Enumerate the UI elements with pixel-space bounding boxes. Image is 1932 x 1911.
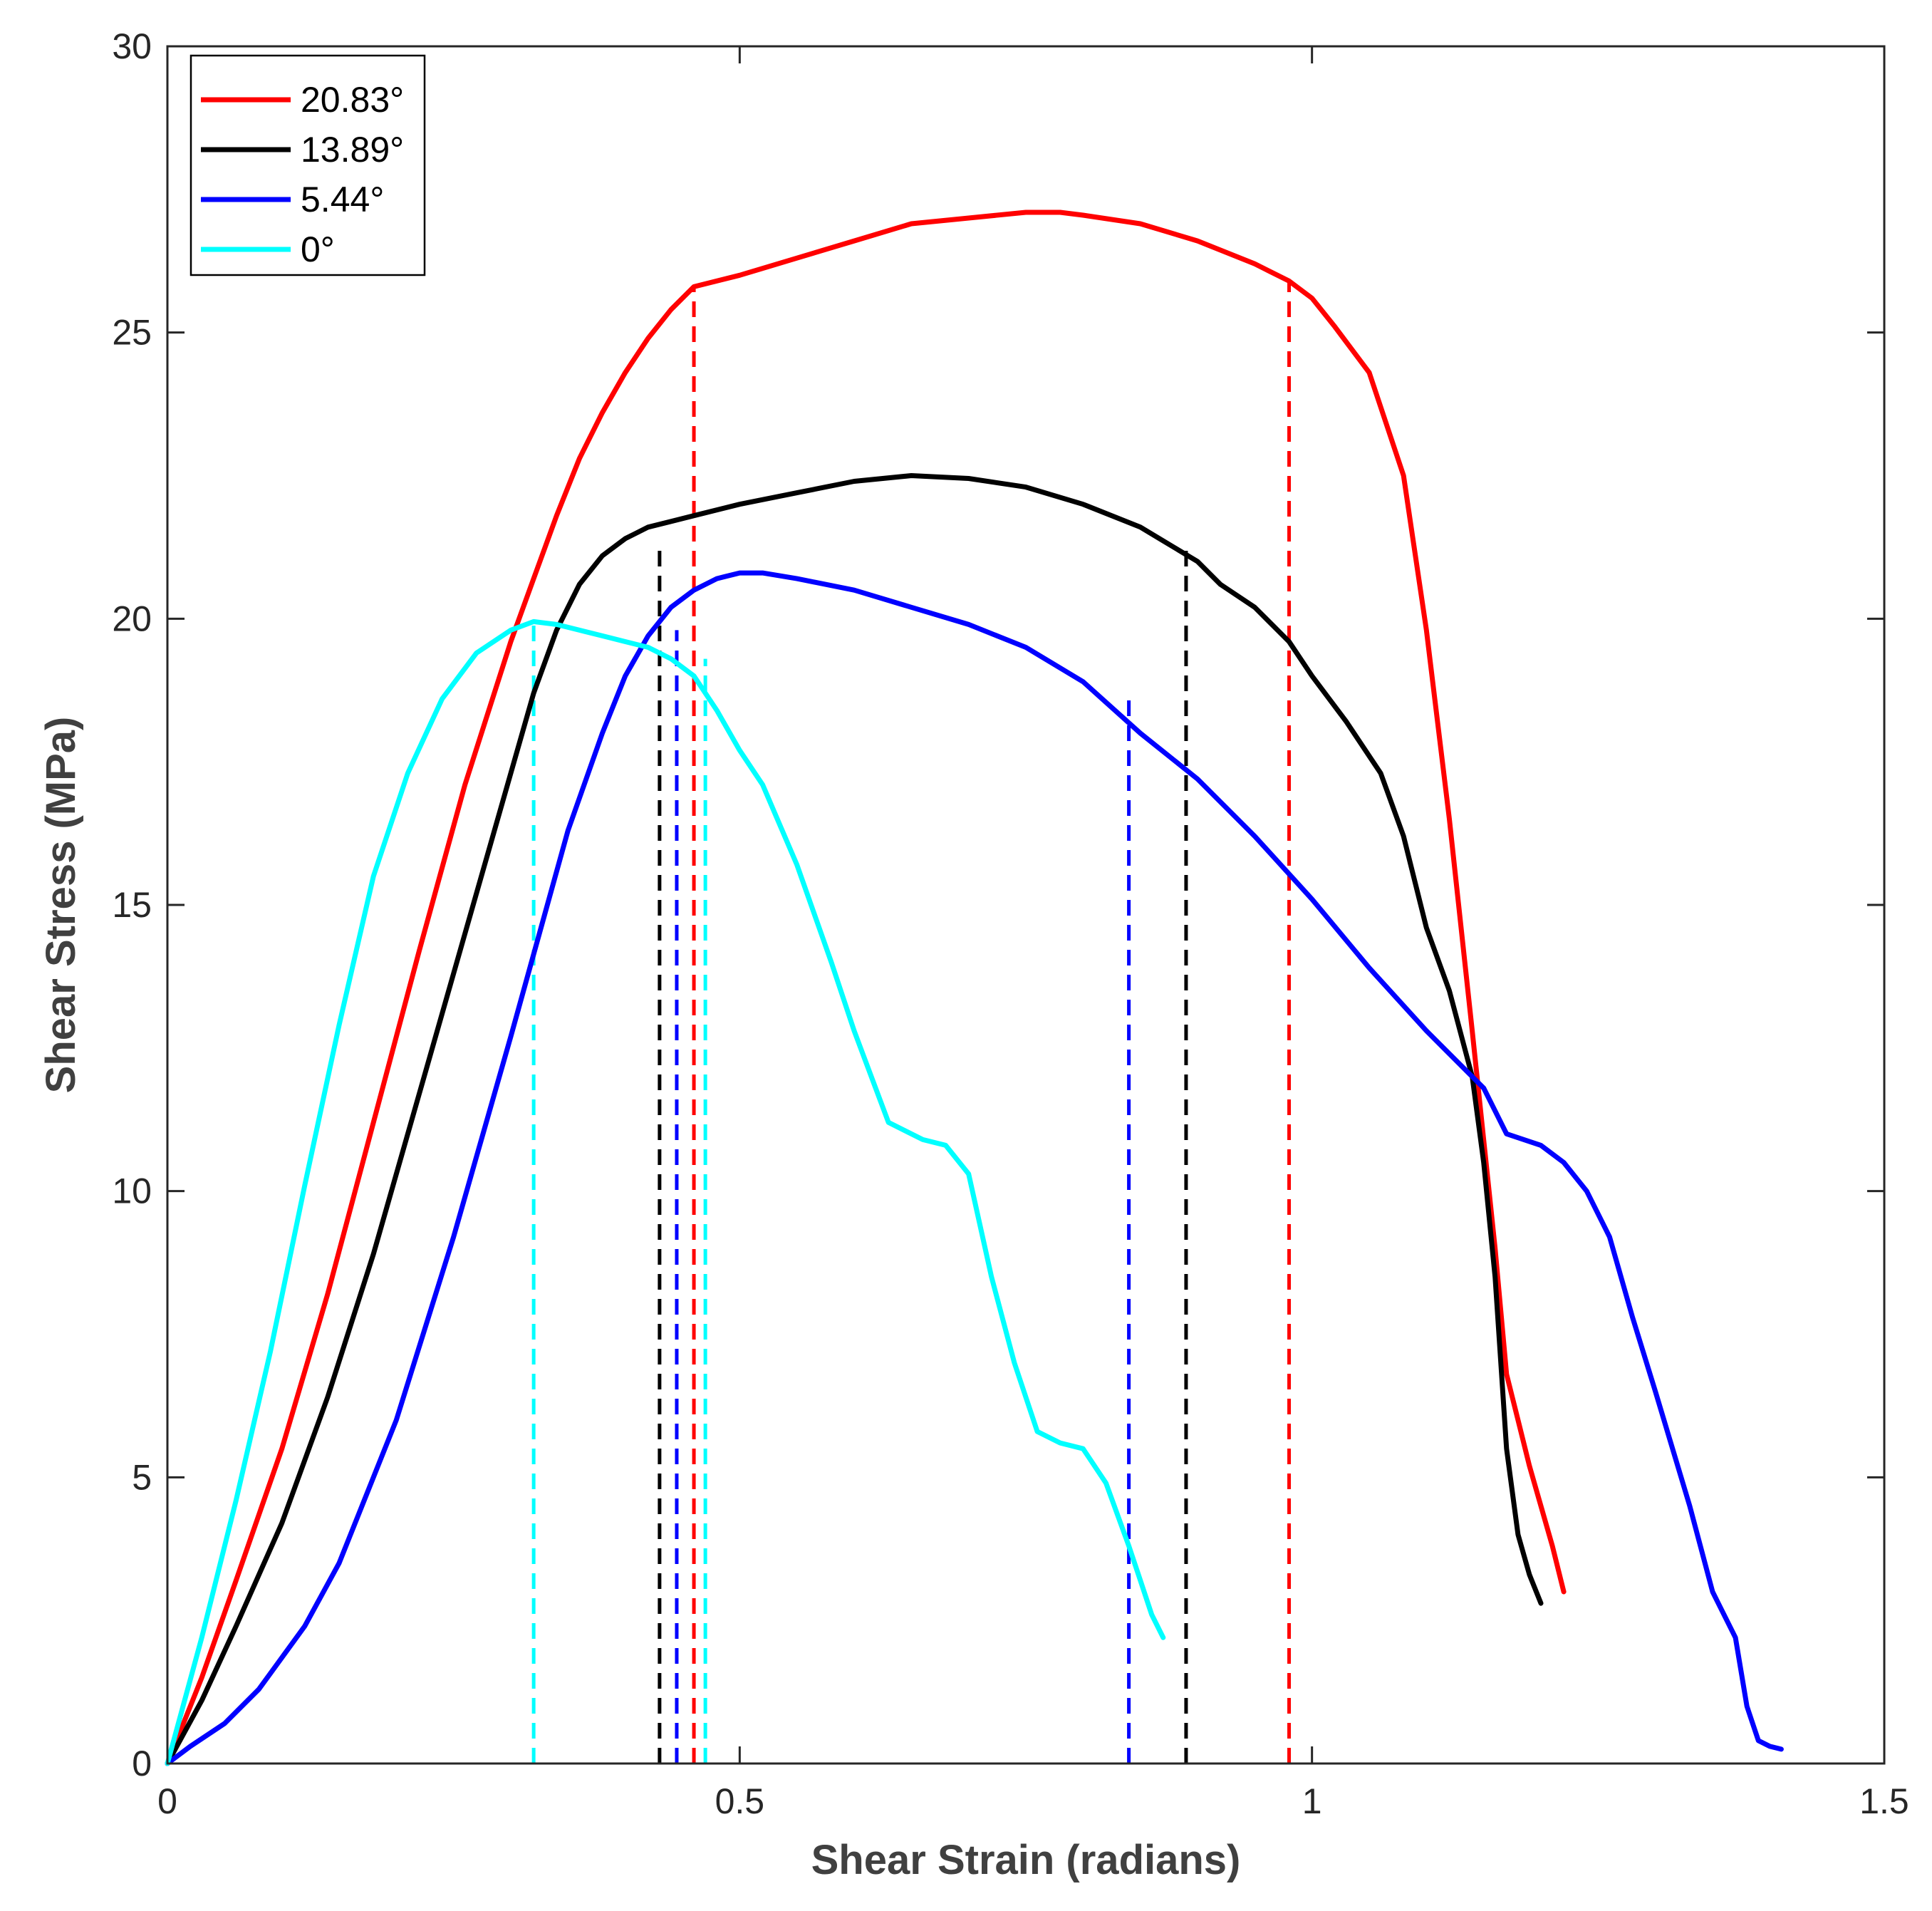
- tick-layer: 0 0.5 1 1.5 0 5 10 15 20 25 30: [112, 26, 1908, 1821]
- y-tick-label: 25: [112, 313, 152, 353]
- x-tick-label: 1: [1302, 1781, 1322, 1821]
- legend: 20.83° 13.89° 5.44° 0°: [189, 54, 426, 276]
- y-tick-label: 20: [112, 599, 152, 638]
- series-line-3: [165, 618, 1166, 1766]
- y-tick-label: 5: [132, 1457, 152, 1497]
- series-line-0: [165, 209, 1567, 1766]
- legend-label-13-89: 13.89°: [301, 130, 404, 170]
- x-tick-label: 0: [157, 1781, 177, 1821]
- legend-label-20-83: 20.83°: [301, 80, 404, 120]
- y-tick-label: 30: [112, 26, 152, 66]
- y-tick-label: 0: [132, 1744, 152, 1783]
- legend-box: [189, 54, 426, 276]
- legend-label-5-44: 5.44°: [301, 180, 384, 219]
- x-axis-label: Shear Strain (radians): [811, 1837, 1241, 1883]
- y-axis-label: Shear Stress (MPa): [38, 717, 84, 1094]
- x-tick-label: 0.5: [715, 1781, 765, 1821]
- x-tick-label: 1.5: [1859, 1781, 1909, 1821]
- series-layer: [165, 209, 1784, 1766]
- marker-layer: [531, 281, 1292, 1764]
- legend-label-0: 0°: [301, 229, 335, 269]
- series-line-1: [165, 473, 1544, 1766]
- y-tick-label: 10: [112, 1171, 152, 1211]
- y-tick-label: 15: [112, 885, 152, 925]
- series-line-2: [165, 570, 1784, 1766]
